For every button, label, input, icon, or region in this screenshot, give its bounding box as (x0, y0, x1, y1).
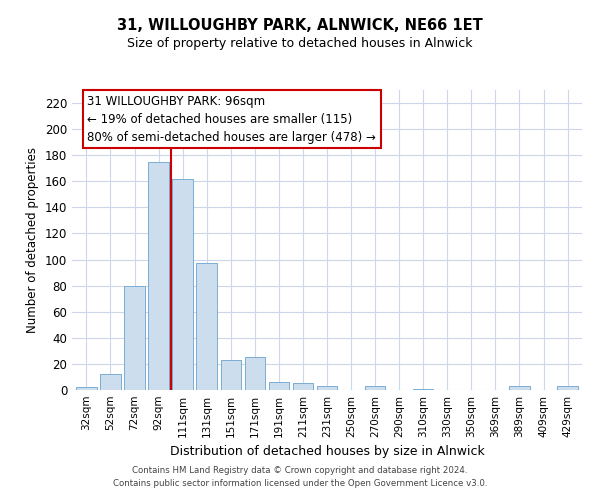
X-axis label: Distribution of detached houses by size in Alnwick: Distribution of detached houses by size … (170, 446, 484, 458)
Bar (509, 386, 530, 390)
Text: 31 WILLOUGHBY PARK: 96sqm
← 19% of detached houses are smaller (115)
80% of semi: 31 WILLOUGHBY PARK: 96sqm ← 19% of detac… (88, 94, 376, 144)
Bar (172, 178, 193, 390)
Bar (148, 162, 169, 390)
Bar (365, 386, 385, 390)
Bar (221, 360, 241, 390)
Text: Contains HM Land Registry data © Crown copyright and database right 2024.
Contai: Contains HM Land Registry data © Crown c… (113, 466, 487, 487)
Bar (124, 286, 145, 390)
Bar (557, 386, 578, 390)
Text: Size of property relative to detached houses in Alnwick: Size of property relative to detached ho… (127, 38, 473, 51)
Bar (245, 358, 265, 390)
Text: 31, WILLOUGHBY PARK, ALNWICK, NE66 1ET: 31, WILLOUGHBY PARK, ALNWICK, NE66 1ET (117, 18, 483, 32)
Bar (293, 384, 313, 390)
Bar (317, 386, 337, 390)
Bar (196, 264, 217, 390)
Bar (100, 374, 121, 390)
Y-axis label: Number of detached properties: Number of detached properties (26, 147, 39, 333)
Bar (413, 388, 433, 390)
Bar (76, 388, 97, 390)
Bar (269, 382, 289, 390)
